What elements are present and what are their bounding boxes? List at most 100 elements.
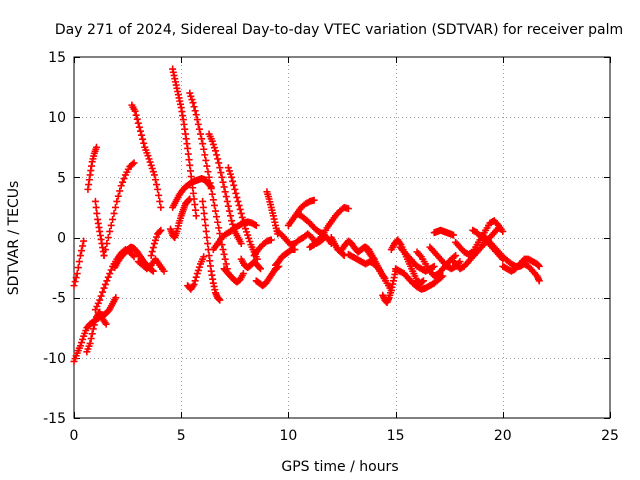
data-point (216, 229, 224, 237)
data-point (195, 125, 203, 133)
data-point (78, 339, 86, 347)
data-point (214, 155, 222, 163)
data-point (190, 103, 198, 111)
data-point (146, 158, 154, 166)
data-point (151, 176, 159, 184)
data-point (160, 267, 168, 275)
data-point (267, 236, 275, 244)
data-point (117, 182, 125, 190)
data-point (91, 306, 99, 314)
data-point (419, 277, 427, 285)
data-point (91, 197, 99, 205)
data-point (154, 185, 162, 193)
y-tick-label: -15 (43, 411, 66, 427)
data-point (191, 107, 199, 115)
data-point (210, 144, 218, 152)
data-point (190, 280, 198, 288)
data-point (255, 264, 263, 272)
data-point (220, 250, 228, 258)
data-point (79, 242, 87, 250)
data-point (129, 160, 137, 168)
data-point (228, 217, 236, 225)
data-point (227, 212, 235, 220)
data-point (222, 260, 230, 268)
data-point (103, 277, 111, 285)
data-point (116, 187, 124, 195)
data-point (100, 284, 108, 292)
series-arc-08 (111, 243, 157, 275)
series-arc-26 (272, 246, 299, 269)
data-point (151, 236, 159, 244)
data-point (144, 152, 152, 160)
data-point (225, 167, 233, 175)
data-point (210, 201, 218, 209)
data-point (234, 197, 242, 205)
data-point (155, 191, 163, 199)
series-arc-46 (499, 255, 543, 275)
data-point (149, 244, 157, 252)
data-point (344, 205, 352, 213)
data-point (208, 137, 216, 145)
data-point (196, 130, 204, 138)
data-points (70, 65, 543, 365)
data-point (429, 263, 437, 271)
series-arc-01 (70, 237, 88, 290)
data-point (218, 173, 226, 181)
series-arc-45 (482, 234, 543, 285)
y-tick-label: 5 (57, 170, 66, 186)
data-point (206, 179, 214, 187)
data-point (198, 135, 206, 143)
series-arc-25 (263, 188, 282, 238)
data-point (214, 218, 222, 226)
data-point (235, 201, 243, 209)
data-point (209, 140, 217, 148)
data-point (192, 273, 200, 281)
x-tick-label: 5 (177, 428, 186, 444)
data-point (131, 107, 139, 115)
series-arc-37 (392, 265, 447, 293)
data-point (104, 234, 112, 241)
series-arc-18 (199, 197, 224, 304)
data-point (244, 231, 252, 239)
data-point (245, 234, 253, 242)
data-point (187, 92, 195, 100)
data-point (106, 227, 114, 235)
data-point (228, 173, 236, 181)
data-point (145, 155, 153, 163)
data-point (153, 181, 161, 189)
series-arc-34 (362, 243, 389, 282)
series-arc-23 (252, 262, 283, 290)
data-point (237, 240, 245, 248)
data-point (232, 189, 240, 197)
series-arc-16 (184, 253, 208, 293)
data-point (201, 215, 209, 223)
data-point (147, 252, 155, 260)
data-point (89, 325, 97, 333)
x-tick-label: 10 (279, 428, 297, 444)
data-point (202, 156, 210, 164)
data-point (79, 335, 87, 343)
data-point (215, 159, 223, 167)
data-point (93, 302, 101, 310)
data-point (107, 221, 115, 229)
data-point (204, 240, 212, 248)
data-point (291, 246, 299, 254)
chart-title: Day 271 of 2024, Sidereal Day-to-day VTE… (55, 22, 623, 38)
data-point (157, 203, 165, 211)
data-point (213, 213, 221, 221)
series-arc-30 (306, 203, 352, 251)
data-point (103, 240, 111, 248)
series-arc-14 (166, 195, 194, 241)
data-point (96, 296, 104, 304)
data-point (193, 270, 201, 278)
data-point (194, 120, 202, 128)
data-point (240, 221, 248, 229)
data-point (94, 299, 102, 307)
data-point (231, 185, 239, 193)
data-point (75, 258, 83, 266)
data-point (186, 195, 194, 203)
series-arc-10 (134, 255, 168, 275)
y-tick-label: 15 (48, 50, 66, 66)
x-tick-label: 25 (601, 428, 619, 444)
data-point (217, 169, 225, 177)
